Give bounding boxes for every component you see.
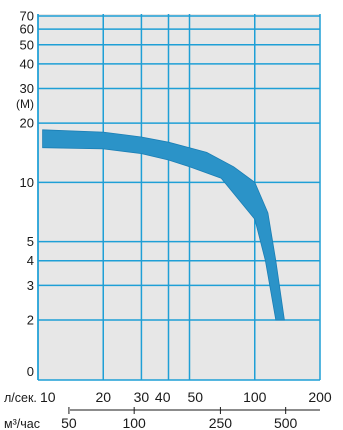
y-tick-label: 70 bbox=[20, 9, 34, 24]
y-tick-label: 10 bbox=[20, 175, 34, 190]
x-tick-label: 20 bbox=[95, 389, 111, 405]
x-tick-label: 30 bbox=[134, 389, 150, 405]
y-tick-label: 3 bbox=[27, 278, 34, 293]
y-tick-label: 50 bbox=[20, 37, 34, 52]
y-tick-label: 4 bbox=[27, 253, 34, 268]
x-tick-label: 10 bbox=[40, 389, 56, 405]
x2-axis-label: м³/час bbox=[4, 417, 40, 430]
x-tick-label: 50 bbox=[188, 389, 204, 405]
x2-tick-label: 100 bbox=[122, 415, 146, 430]
y-tick-label: 20 bbox=[20, 116, 34, 131]
plot-area bbox=[38, 14, 320, 380]
performance-band bbox=[42, 129, 285, 321]
x2-tick-label: 500 bbox=[274, 415, 298, 430]
y-tick-label: 30 bbox=[20, 81, 34, 96]
plot-background-group bbox=[38, 14, 320, 380]
x-tick-label: 40 bbox=[155, 389, 171, 405]
x2-tick-label: 250 bbox=[209, 415, 233, 430]
x-tick-label: 200 bbox=[308, 389, 332, 405]
y-tick-label: 60 bbox=[20, 22, 34, 37]
x-tick-label: 100 bbox=[243, 389, 267, 405]
x2-tick-label: 50 bbox=[61, 415, 77, 430]
y-axis-label: (M) bbox=[16, 97, 34, 111]
y-tick-label: 2 bbox=[27, 313, 34, 328]
x-axis-label: л/сек. bbox=[4, 391, 37, 405]
y-tick-label: 5 bbox=[27, 234, 34, 249]
y-tick-label: 40 bbox=[20, 56, 34, 71]
band-group bbox=[42, 129, 285, 321]
y-zero-label: 0 bbox=[27, 364, 34, 379]
